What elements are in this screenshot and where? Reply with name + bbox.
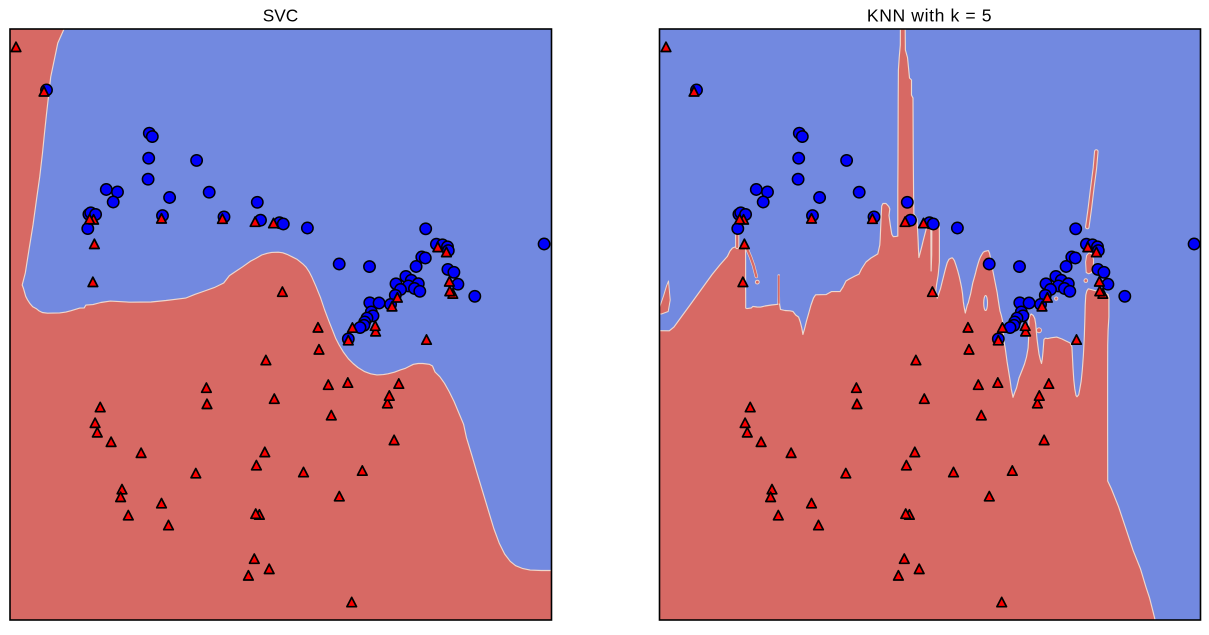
svg-text:SVC: SVC [263, 6, 299, 26]
svg-text:KNN with k = 5: KNN with k = 5 [867, 6, 992, 26]
